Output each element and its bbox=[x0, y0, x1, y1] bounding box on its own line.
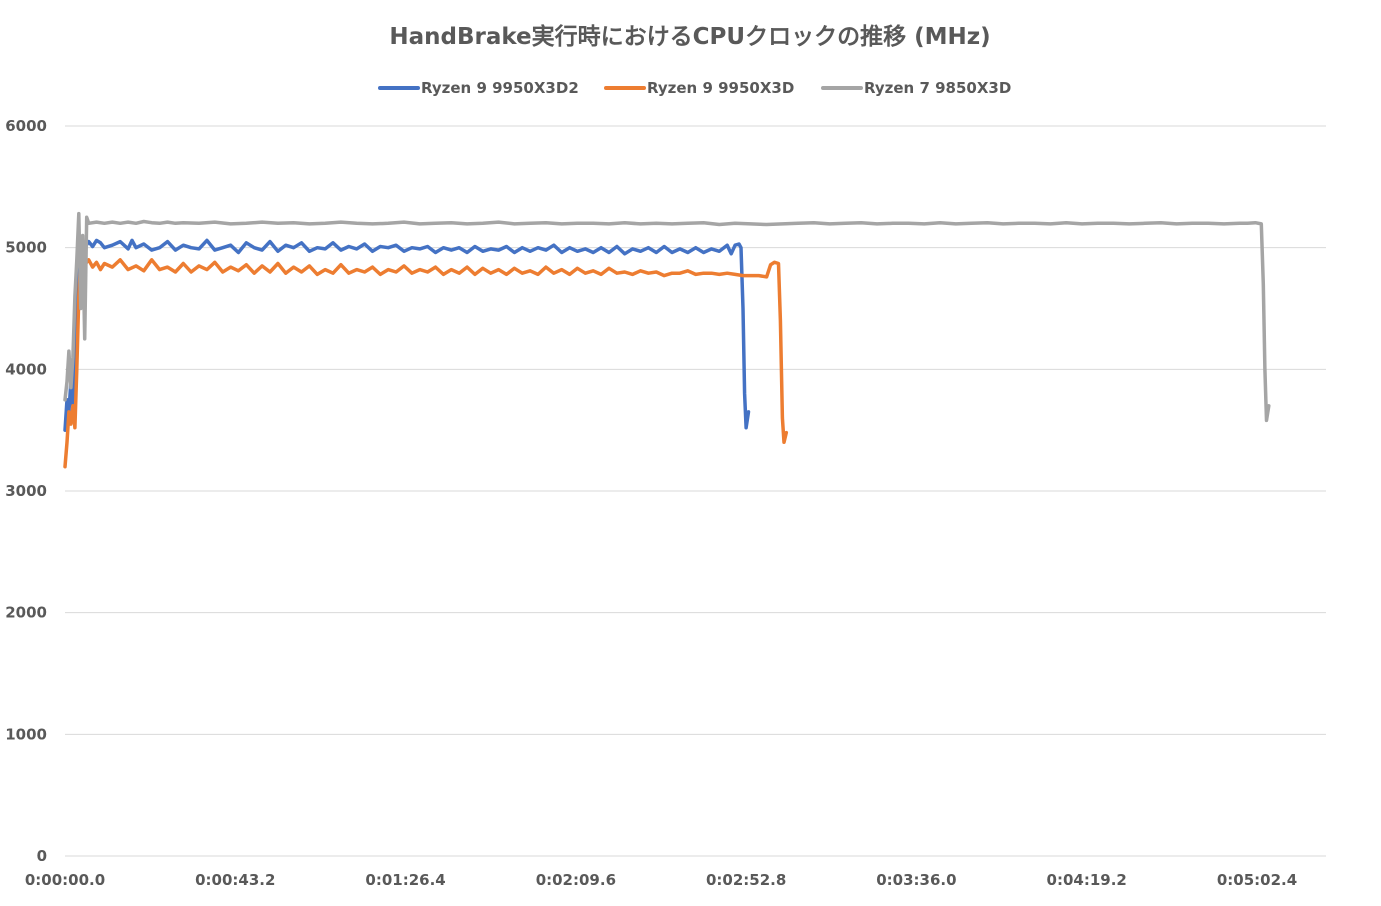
y-axis: 0 1000 2000 3000 4000 5000 6000 bbox=[5, 117, 47, 865]
chart-title: HandBrake実行時におけるCPUクロックの推移 (MHz) bbox=[389, 23, 990, 50]
y-tick-label: 4000 bbox=[5, 360, 47, 378]
x-tick-label: 0:02:09.6 bbox=[536, 871, 616, 889]
series-line-3 bbox=[63, 211, 1271, 423]
x-tick-label: 0:00:00.0 bbox=[25, 871, 105, 889]
legend-label-2: Ryzen 9 9950X3D bbox=[647, 79, 794, 97]
x-tick-label: 0:05:02.4 bbox=[1217, 871, 1297, 889]
y-tick-label: 6000 bbox=[5, 117, 47, 135]
x-tick-label: 0:03:36.0 bbox=[876, 871, 956, 889]
x-tick-label: 0:02:52.8 bbox=[706, 871, 786, 889]
chart-legend: Ryzen 9 9950X3D2 Ryzen 9 9950X3D Ryzen 7 9… bbox=[378, 79, 1011, 97]
plot-area bbox=[63, 211, 1271, 469]
series-line-1 bbox=[63, 238, 751, 432]
y-tick-label: 3000 bbox=[5, 482, 47, 500]
x-axis: 0:00:00.0 0:00:43.2 0:01:26.4 0:02:09.6 0:02… bbox=[25, 871, 1297, 889]
y-tick-label: 0 bbox=[37, 847, 47, 865]
gridlines bbox=[65, 125, 1326, 857]
legend-label-1: Ryzen 9 9950X3D2 bbox=[421, 79, 579, 97]
x-tick-label: 0:01:26.4 bbox=[365, 871, 445, 889]
series-line-2 bbox=[63, 258, 789, 469]
y-tick-label: 1000 bbox=[5, 725, 47, 743]
y-tick-label: 2000 bbox=[5, 604, 47, 622]
x-tick-label: 0:00:43.2 bbox=[195, 871, 275, 889]
legend-label-3: Ryzen 7 9850X3D bbox=[864, 79, 1011, 97]
x-tick-label: 0:04:19.2 bbox=[1047, 871, 1127, 889]
y-tick-label: 5000 bbox=[5, 239, 47, 257]
